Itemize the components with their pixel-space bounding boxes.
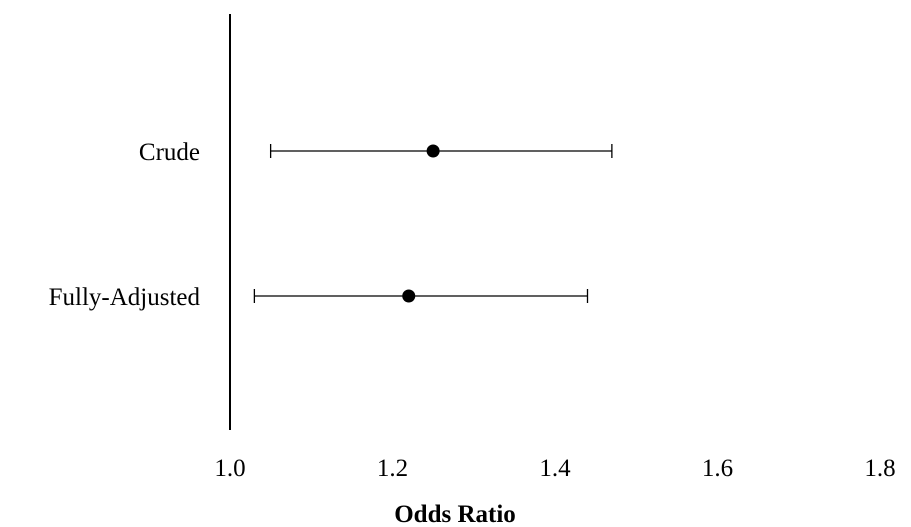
x-tick-label: 1.8 — [864, 455, 895, 482]
x-tick-label: 1.0 — [214, 455, 245, 482]
x-tick-label: 1.2 — [377, 455, 408, 482]
x-tick-labels: 1.0 1.2 1.4 1.6 1.8 — [214, 455, 895, 482]
x-axis-title: Odds Ratio — [394, 501, 516, 527]
row-label: Crude — [139, 139, 200, 166]
forest-row: Crude — [139, 139, 613, 166]
estimate-point — [426, 144, 440, 158]
x-tick-label: 1.4 — [539, 455, 571, 482]
rows-group: Crude Fully-Adjusted — [49, 139, 613, 311]
x-tick-label: 1.6 — [702, 455, 733, 482]
forest-row: Fully-Adjusted — [49, 284, 589, 311]
row-label: Fully-Adjusted — [49, 284, 201, 311]
estimate-point — [402, 289, 416, 303]
